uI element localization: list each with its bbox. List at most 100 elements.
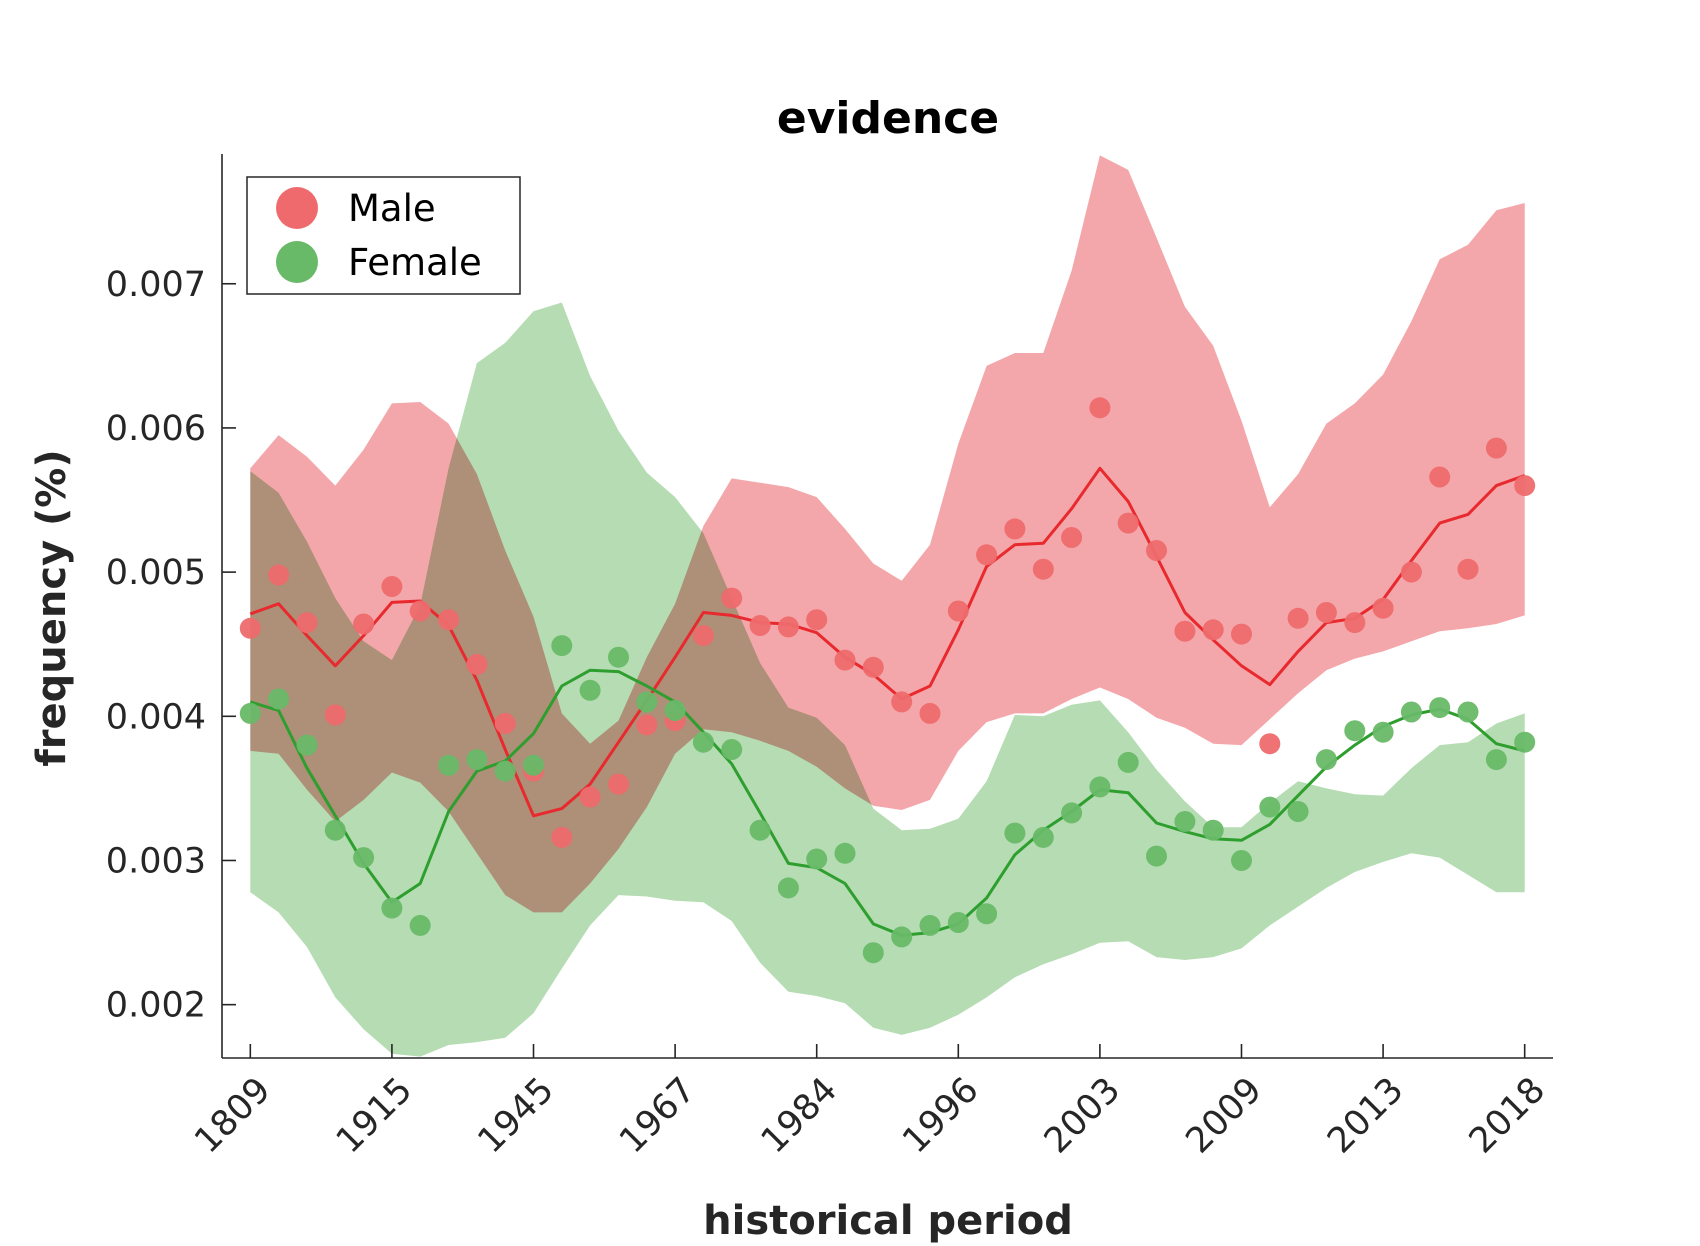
female-data-point [551, 635, 573, 657]
legend-marker-male [276, 187, 318, 229]
male-data-point [749, 615, 771, 636]
y-tick-label: 0.004 [106, 697, 206, 737]
male-data-point [1174, 620, 1196, 642]
female-data-point [806, 848, 828, 870]
male-data-point [862, 656, 884, 678]
male-data-point [608, 773, 629, 795]
male-data-point [1032, 558, 1054, 580]
male-data-point [1514, 475, 1536, 497]
female-data-point [1315, 749, 1337, 771]
female-data-point [268, 688, 290, 710]
female-data-point [664, 700, 686, 721]
male-data-point [579, 786, 601, 808]
male-data-point [1231, 623, 1252, 645]
legend-marker-female [276, 241, 318, 283]
female-data-point [692, 731, 714, 753]
male-data-point [551, 826, 573, 848]
male-data-point [239, 617, 261, 639]
confidence-bands [250, 155, 1525, 1057]
female-data-point [1485, 749, 1507, 771]
male-data-point [438, 609, 460, 631]
male-data-point [834, 649, 856, 671]
x-axis-label: historical period [703, 1198, 1073, 1244]
trend-lines [249, 466, 1526, 937]
legend-label-male: Male [348, 187, 436, 230]
female-data-point [1231, 850, 1252, 871]
male-data-point [636, 714, 658, 736]
male-data-point [1061, 527, 1083, 548]
female-data-point [324, 819, 346, 841]
female-confidence-band [250, 302, 1525, 1057]
male-data-point [324, 704, 346, 726]
male-data-point [1202, 619, 1224, 641]
female-data-point [1117, 751, 1139, 773]
female-data-point [494, 760, 516, 782]
male-data-point [1315, 602, 1337, 623]
male-data-point [919, 702, 941, 724]
female-data-point [1259, 796, 1281, 818]
male-data-point [692, 625, 714, 647]
male-data-point [1429, 466, 1451, 488]
female-data-point [438, 754, 460, 776]
female-data-point [353, 847, 375, 869]
male-data-point [777, 616, 799, 638]
male-data-point [1287, 607, 1309, 629]
male-trend-line [249, 466, 1526, 818]
female-data-point [1457, 701, 1479, 723]
female-data-point [721, 739, 743, 760]
male-data-point [976, 544, 998, 566]
male-data-point [1004, 518, 1026, 540]
female-data-point [1202, 819, 1224, 841]
male-data-point [891, 691, 913, 713]
y-tick-label: 0.002 [106, 986, 206, 1026]
male-data-point [1457, 558, 1479, 580]
y-tick-label: 0.006 [106, 409, 206, 449]
female-data-point [1372, 721, 1394, 743]
male-data-point [1089, 397, 1111, 419]
male-data-point [1344, 612, 1366, 634]
male-data-point [1117, 512, 1139, 534]
female-data-point [466, 749, 488, 771]
female-data-point [891, 926, 913, 948]
female-data-point [1287, 801, 1309, 822]
legend-label-female: Female [348, 241, 482, 284]
female-data-point [1032, 826, 1054, 848]
chart-title: evidence [777, 93, 999, 144]
female-data-point [579, 679, 601, 701]
male-data-point [296, 612, 318, 634]
female-data-point [239, 702, 261, 724]
male-data-point [1146, 540, 1167, 561]
female-data-point [1146, 845, 1167, 867]
male-data-point [1400, 561, 1422, 583]
y-tick-label: 0.007 [106, 265, 206, 305]
female-data-point [1400, 701, 1422, 723]
female-data-point [777, 877, 799, 899]
male-data-point [1372, 597, 1394, 619]
female-data-point [381, 897, 403, 919]
y-axis-label: frequency (%) [29, 449, 75, 766]
y-tick-label: 0.005 [106, 553, 206, 593]
female-data-point [1089, 776, 1111, 798]
female-data-point [862, 942, 884, 964]
female-data-point [1174, 811, 1196, 832]
male-data-point [466, 653, 488, 675]
data-markers [239, 397, 1536, 964]
male-data-point [353, 613, 375, 635]
female-data-point [749, 819, 771, 841]
female-data-point [1344, 720, 1366, 742]
female-trend-line [249, 668, 1526, 937]
male-data-point [268, 564, 290, 586]
female-data-point [1429, 697, 1451, 719]
female-data-point [976, 903, 998, 925]
male-data-point [494, 713, 516, 734]
female-data-point [1004, 822, 1026, 844]
male-data-point [806, 609, 828, 631]
male-data-point [1259, 733, 1281, 755]
female-data-point [1514, 731, 1536, 753]
female-data-point [1061, 802, 1083, 824]
y-tick-label: 0.003 [106, 841, 206, 881]
male-data-point [1485, 437, 1507, 459]
legend: Male Female [246, 176, 521, 295]
female-data-point [608, 646, 629, 668]
